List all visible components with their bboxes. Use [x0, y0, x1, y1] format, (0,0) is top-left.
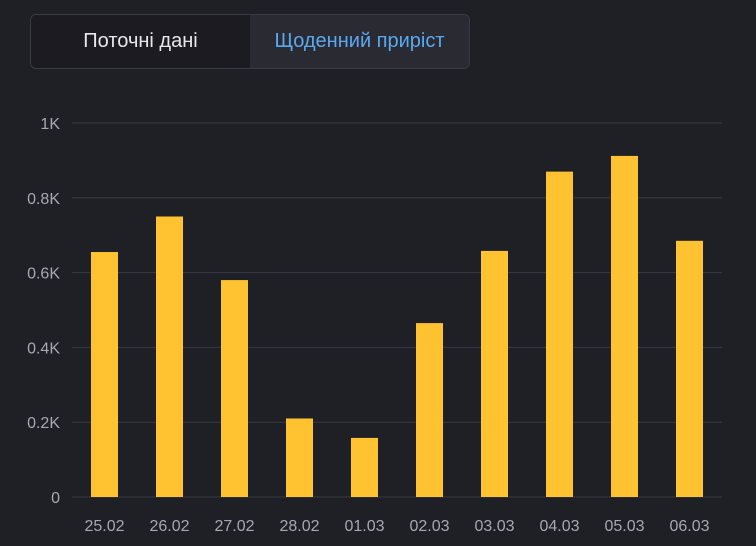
bar-27.02[interactable]: [221, 280, 248, 497]
y-tick-label: 0.6K: [27, 266, 60, 283]
x-axis-tick-labels: 25.02 26.02 27.02 28.02 01.03 02.03 03.03 04.03…: [84, 518, 709, 535]
x-tick-label: 28.02: [279, 518, 319, 535]
x-tick-label: 27.02: [214, 518, 254, 535]
bar-28.02[interactable]: [286, 418, 313, 497]
bars: [91, 155, 703, 498]
bar-06.03[interactable]: [676, 240, 703, 497]
x-tick-label: 02.03: [409, 518, 449, 535]
view-tabs: Поточні дані Щоденний приріст: [30, 14, 470, 69]
y-tick-label: 0: [51, 490, 60, 507]
bar-01.03[interactable]: [351, 437, 378, 497]
x-tick-label: 03.03: [474, 518, 514, 535]
x-tick-label: 04.03: [539, 518, 579, 535]
x-tick-label: 06.03: [669, 518, 709, 535]
y-tick-label: 1K: [40, 116, 60, 133]
y-tick-label: 0.8K: [27, 191, 60, 208]
bar-05.03[interactable]: [611, 155, 638, 498]
bar-03.03[interactable]: [481, 250, 508, 497]
y-tick-label: 0.2K: [27, 415, 60, 432]
tab-daily-growth[interactable]: Щоденний приріст: [250, 15, 469, 68]
x-tick-label: 26.02: [149, 518, 189, 535]
y-axis-tick-labels: 0 0.2K 0.4K 0.6K 0.8K 1K: [27, 116, 60, 507]
x-tick-label: 05.03: [604, 518, 644, 535]
bar-26.02[interactable]: [156, 216, 183, 498]
tab-current-data[interactable]: Поточні дані: [31, 15, 250, 68]
x-tick-label: 25.02: [84, 518, 124, 535]
bar-04.03[interactable]: [546, 171, 573, 497]
bar-25.02[interactable]: [91, 252, 118, 497]
bar-02.03[interactable]: [416, 323, 443, 497]
x-tick-label: 01.03: [344, 518, 384, 535]
y-tick-label: 0.4K: [27, 340, 60, 357]
